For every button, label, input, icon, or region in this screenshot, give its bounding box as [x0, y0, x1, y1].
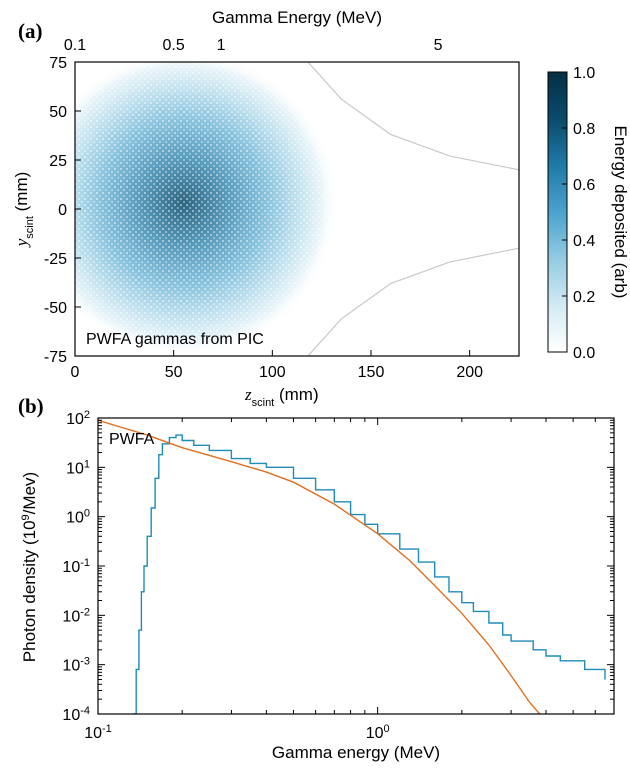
y-tick-label: 75 — [49, 55, 67, 72]
top-tick-label: 0.5 — [163, 37, 185, 54]
x-sub: scint — [252, 397, 275, 409]
colorbar — [547, 71, 568, 353]
top-axis-title: Gamma Energy (MeV) — [212, 8, 382, 27]
top-axis-ticks: 0.1 0.5 1 5 — [64, 37, 443, 68]
spectrum-frame — [97, 417, 615, 715]
x-tick-label: 200 — [456, 364, 483, 381]
measured-spectrum-line — [132, 434, 606, 714]
y-tick-label: 102 — [66, 409, 90, 428]
colorbar-tick-label: 0.4 — [573, 233, 595, 250]
colorbar-tick-label: 0.8 — [573, 121, 595, 138]
y-tick-label: -25 — [44, 251, 67, 268]
y-var: y — [12, 238, 31, 248]
spectrum-x-axis-title: Gamma energy (MeV) — [272, 743, 440, 762]
y-tick-label: 10-3 — [62, 656, 90, 675]
y-tick-label: 10-1 — [62, 557, 90, 576]
boundary-curve-2 — [307, 247, 519, 356]
y-tick-label: 10-2 — [62, 606, 90, 625]
x-var: z — [244, 385, 252, 404]
heatmap-texture — [75, 62, 519, 356]
x-tick-label: 100 — [259, 364, 286, 381]
colorbar-tick-label: 0.0 — [573, 345, 595, 362]
x-tick-label: 10-1 — [84, 723, 112, 742]
top-tick-label: 0.1 — [64, 37, 86, 54]
fit-curve-line — [98, 419, 541, 714]
y-tick-label: 100 — [66, 508, 90, 527]
panel-b-label: (b) — [18, 394, 44, 418]
boundary-curves — [307, 62, 519, 356]
spectrum-annotation: PWFA — [109, 431, 155, 448]
y-tick-label: -75 — [44, 349, 67, 366]
ylabel-tail: /Mev) — [20, 472, 39, 515]
heatmap-annotation: PWFA gammas from PIC — [86, 331, 264, 348]
y-tick-label: 50 — [49, 104, 67, 121]
ylabel-main: Photon density (10 — [20, 520, 39, 662]
x-tick-label: 0 — [71, 364, 80, 381]
colorbar-ticks: 0.0 0.2 0.4 0.6 0.8 1.0 — [562, 65, 595, 362]
x-tick-label: 150 — [358, 364, 385, 381]
y-tick-label: 101 — [66, 458, 90, 477]
heatmap-x-axis-title: zscint (mm) — [244, 385, 319, 409]
spectrum-y-ticks: 10-4 10-3 10-2 10-1 100 101 102 — [62, 409, 614, 724]
heatmap-x-ticks: 0 50 100 150 200 — [71, 350, 483, 381]
y-tick-label: 0 — [58, 202, 67, 219]
ylabel-sup: 9 — [20, 514, 32, 520]
y-tick-label: 25 — [49, 153, 67, 170]
colorbar-tick-label: 1.0 — [573, 65, 595, 82]
heatmap-area — [75, 62, 519, 356]
top-tick-label: 1 — [217, 37, 226, 54]
colorbar-tick-label: 0.6 — [573, 177, 595, 194]
y-tick-label: -50 — [44, 300, 67, 317]
boundary-curve-1 — [307, 62, 519, 171]
top-tick-label: 5 — [434, 37, 443, 54]
y-tick-label: 10-4 — [62, 705, 90, 724]
y-unit: (mm) — [12, 172, 31, 216]
x-tick-label: 50 — [165, 364, 183, 381]
spectrum-y-axis-title: Photon density (109/Mev) — [20, 472, 39, 662]
colorbar-title: Energy deposited (arb) — [611, 126, 630, 299]
x-tick-label: 100 — [366, 723, 390, 742]
x-unit: (mm) — [274, 385, 318, 404]
heatmap-y-ticks: -75 -50 -25 0 25 50 75 — [44, 55, 81, 366]
y-sub: scint — [24, 216, 36, 239]
panel-a-label: (a) — [18, 19, 43, 43]
spectrum-plot-area — [98, 419, 606, 714]
spectrum-x-ticks: 10-1 100 — [84, 418, 615, 742]
heatmap-y-axis-title: yscint (mm) — [12, 172, 36, 249]
colorbar-tick-label: 0.2 — [573, 289, 595, 306]
